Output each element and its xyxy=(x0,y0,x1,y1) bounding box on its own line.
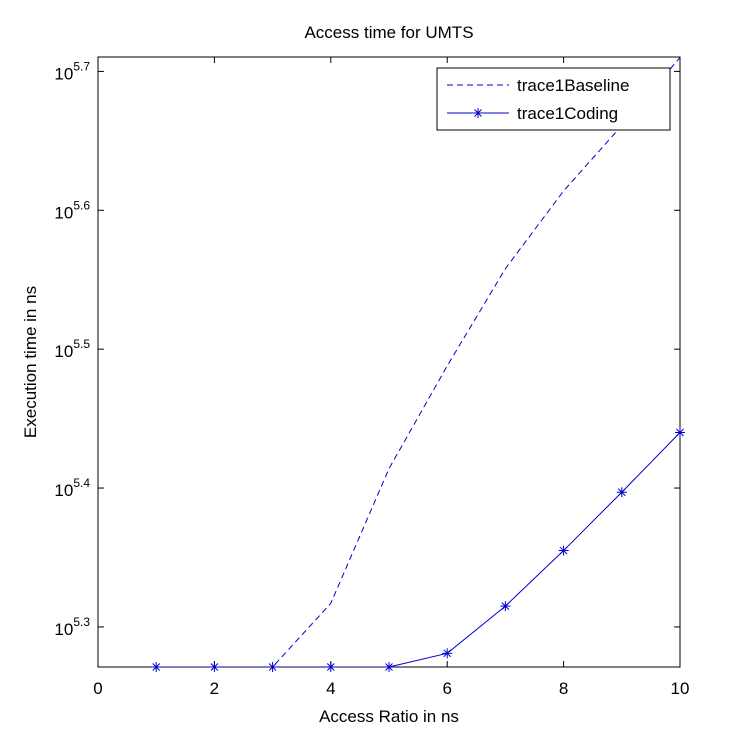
x-tick-label: 0 xyxy=(93,679,102,698)
y-tick-label: 105.3 xyxy=(54,615,90,639)
data-point xyxy=(675,427,685,438)
x-tick-label: 4 xyxy=(326,679,335,698)
series-line xyxy=(156,432,680,667)
data-point xyxy=(151,662,162,672)
chart-title: Access time for UMTS xyxy=(304,23,473,42)
y-tick-label: 105.6 xyxy=(54,198,90,222)
data-point xyxy=(558,545,569,556)
legend-label: trace1Baseline xyxy=(517,76,629,95)
y-axis-label: Execution time in ns xyxy=(21,286,40,438)
x-axis-label: Access Ratio in ns xyxy=(319,707,459,726)
legend-marker xyxy=(473,108,483,118)
marker-stroke xyxy=(443,649,452,658)
data-point xyxy=(442,648,453,659)
series-line xyxy=(156,57,680,667)
x-tick-label: 6 xyxy=(442,679,451,698)
y-tick-label: 105.4 xyxy=(54,476,90,500)
marker-stroke xyxy=(268,663,277,671)
data-point xyxy=(384,662,394,672)
marker-stroke xyxy=(210,663,219,671)
marker-stroke xyxy=(385,663,393,671)
y-tick-label: 105.5 xyxy=(54,337,90,361)
data-point xyxy=(616,487,627,498)
legend-label: trace1Coding xyxy=(517,104,618,123)
marker-stroke xyxy=(501,602,510,610)
plot-area xyxy=(97,56,681,668)
data-point xyxy=(500,601,511,612)
marker-stroke xyxy=(676,428,684,437)
data-point xyxy=(267,662,278,672)
x-tick-label: 10 xyxy=(671,679,690,698)
marker-stroke xyxy=(617,488,626,497)
marker-stroke xyxy=(152,663,161,671)
x-tick-label: 8 xyxy=(559,679,568,698)
marker-stroke xyxy=(326,663,335,671)
marker-stroke xyxy=(474,109,482,117)
data-point xyxy=(325,662,336,672)
x-tick-label: 2 xyxy=(210,679,219,698)
legend-box xyxy=(436,67,671,131)
marker-stroke xyxy=(559,546,568,555)
data-point xyxy=(209,662,220,672)
y-tick-label: 105.7 xyxy=(54,59,90,83)
plot xyxy=(156,57,680,667)
